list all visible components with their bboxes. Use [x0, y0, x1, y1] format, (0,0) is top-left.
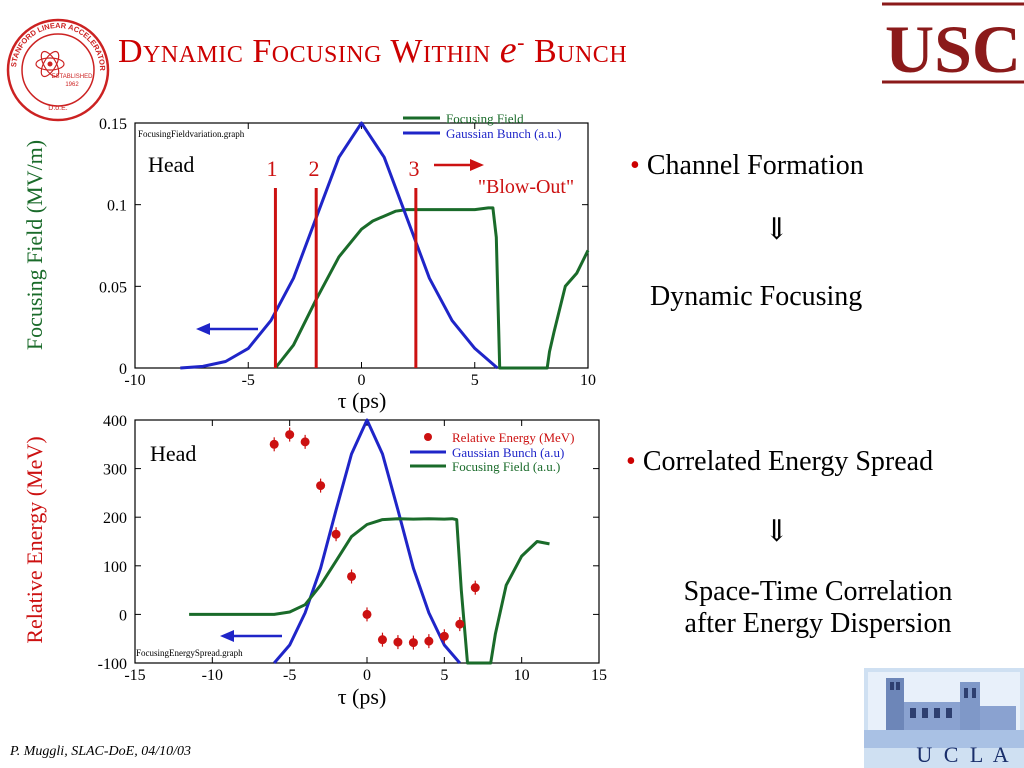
- graph-filename: FocusingEnergySpread.graph: [136, 648, 243, 658]
- data-point: [377, 635, 387, 645]
- x-tick-label: -5: [283, 667, 296, 684]
- data-point: [285, 430, 295, 440]
- bullet-correlated-energy-spread: • Correlated Energy Spread: [626, 446, 933, 478]
- legend-swatch-relative-energy: [424, 433, 432, 441]
- graph-filename: FocusingFieldvariation.graph: [138, 129, 245, 139]
- data-point: [408, 638, 418, 648]
- svg-text:USC: USC: [885, 11, 1021, 86]
- marker-label-2: 2: [309, 156, 320, 181]
- head-direction-arrowhead: [220, 630, 234, 642]
- x-tick-label: -10: [124, 372, 145, 389]
- ucla-logo: U C L A: [864, 668, 1024, 768]
- x-tick-label: -5: [242, 372, 255, 389]
- x-tick-label: 10: [580, 372, 596, 389]
- seal-established: ESTABLISHED: [52, 74, 94, 80]
- bullet-text: Channel Formation: [646, 150, 864, 181]
- x-tick-label: 5: [440, 667, 448, 684]
- result-line-2: after Energy Dispersion: [684, 608, 952, 639]
- x-axis-label: τ (ps): [338, 388, 387, 413]
- legend-label-focusing-field: Focusing Field: [446, 111, 524, 126]
- slide-title: Dynamic Focusing Within e- Bunch: [118, 29, 628, 71]
- y-axis-label: Relative Energy (MeV): [22, 436, 47, 643]
- bullet-channel-formation: • Channel Formation: [630, 150, 864, 182]
- head-label: Head: [150, 441, 196, 466]
- legend-label-gaussian-bunch: Gaussian Bunch (a.u): [452, 445, 564, 460]
- y-tick-label: 200: [103, 510, 127, 527]
- data-point: [269, 439, 279, 449]
- bullet-dot: •: [630, 150, 647, 181]
- chart2-legend: Relative Energy (MeV) Gaussian Bunch (a.…: [410, 430, 575, 474]
- y-tick-label: 0: [119, 361, 127, 378]
- slac-seal-logo: STANFORD LINEAR ACCELERATOR CENTER ESTAB…: [6, 18, 110, 122]
- x-tick-label: -15: [124, 667, 145, 684]
- x-tick-label: -10: [202, 667, 223, 684]
- x-tick-label: 0: [358, 372, 366, 389]
- seal-doe: D.o.E.: [48, 105, 68, 112]
- bullet-dot: •: [626, 446, 643, 477]
- implies-arrow-1: ⇓: [764, 213, 790, 246]
- svg-text:U C L A: U C L A: [916, 742, 1011, 767]
- data-point: [347, 571, 357, 581]
- data-point: [300, 437, 310, 447]
- y-tick-label: 400: [103, 413, 127, 430]
- y-axis-label: Focusing Field (MV/m): [22, 140, 47, 350]
- chart1-legend: Focusing Field Gaussian Bunch (a.u.): [403, 111, 562, 141]
- head-label: Head: [148, 152, 194, 177]
- y-tick-label: 0.05: [99, 279, 127, 296]
- series-line-gaussian-bunch-a-u: [180, 121, 499, 370]
- y-tick-label: -100: [98, 656, 127, 673]
- relative-energy-chart: Relative Energy (MeV) τ (ps) FocusingEne…: [22, 413, 607, 709]
- y-tick-label: 100: [103, 559, 127, 576]
- data-point: [331, 529, 341, 539]
- series-line-focusing-field-a-u: [189, 517, 550, 665]
- x-tick-label: 15: [591, 667, 607, 684]
- marker-label-3: 3: [409, 156, 420, 181]
- legend-label-focusing-field: Focusing Field (a.u.): [452, 459, 560, 474]
- data-point: [470, 583, 480, 593]
- series-line-focusing-field: [274, 206, 590, 370]
- x-axis-label: τ (ps): [338, 684, 387, 709]
- data-point: [439, 631, 449, 641]
- y-tick-label: 300: [103, 462, 127, 479]
- seal-year: 1962: [65, 82, 79, 88]
- focusing-field-chart: Focusing Field (MV/m) τ (ps) FocusingFie…: [22, 111, 596, 413]
- blowout-label: "Blow-Out": [478, 176, 574, 198]
- usc-logo: USC: [882, 0, 1024, 86]
- x-tick-label: 10: [514, 667, 530, 684]
- result-line-1: Space-Time Correlation: [683, 576, 953, 607]
- marker-label-1: 1: [267, 156, 278, 181]
- data-point: [316, 481, 326, 491]
- x-tick-label: 5: [471, 372, 479, 389]
- footer-credit: P. Muggli, SLAC-DoE, 04/10/03: [10, 744, 191, 759]
- blowout-arrowhead: [470, 159, 484, 171]
- data-point: [455, 619, 465, 629]
- y-tick-label: 0.15: [99, 116, 127, 133]
- head-direction-arrowhead: [196, 323, 210, 335]
- legend-label-relative-energy: Relative Energy (MeV): [452, 430, 575, 445]
- y-tick-label: 0.1: [107, 198, 127, 215]
- bullet-text: Correlated Energy Spread: [642, 446, 934, 477]
- result-dynamic-focusing: Dynamic Focusing: [650, 281, 863, 312]
- legend-label-gaussian-bunch: Gaussian Bunch (a.u.): [446, 126, 562, 141]
- implies-arrow-2: ⇓: [764, 515, 790, 548]
- result-space-time-correlation: Space-Time Correlation after Energy Disp…: [648, 576, 988, 640]
- data-point: [362, 609, 372, 619]
- data-point: [393, 637, 403, 647]
- x-tick-label: 0: [363, 667, 371, 684]
- data-point: [424, 636, 434, 646]
- y-tick-label: 0: [119, 607, 127, 624]
- series-line-gaussian-bunch-a-u: [273, 418, 461, 664]
